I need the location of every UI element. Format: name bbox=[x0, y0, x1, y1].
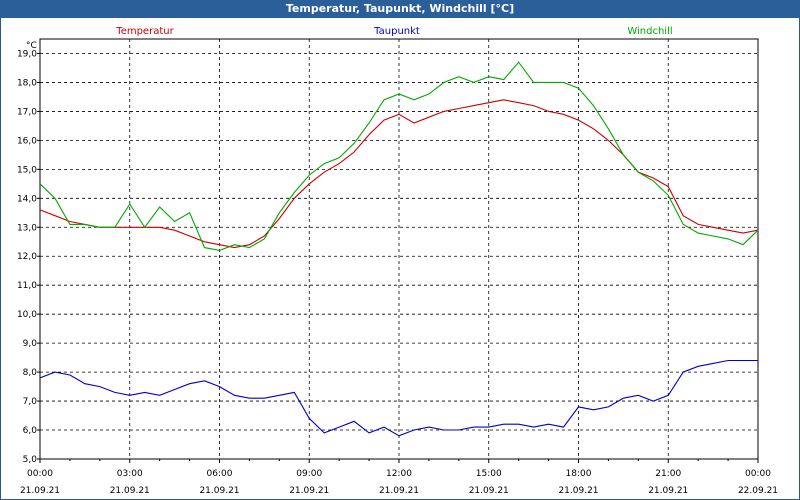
x-tick-time-label: 00:00 bbox=[27, 469, 53, 479]
x-tick-date-label: 21.09.21 bbox=[110, 486, 150, 496]
legend-taupunkt: Taupunkt bbox=[373, 26, 420, 37]
x-tick-date-label: 21.09.21 bbox=[648, 486, 688, 496]
x-tick-date-label: 21.09.21 bbox=[558, 486, 598, 496]
x-tick-time-label: 18:00 bbox=[566, 469, 592, 479]
x-tick-time-label: 12:00 bbox=[386, 469, 412, 479]
x-tick-date-label: 21.09.21 bbox=[379, 486, 419, 496]
x-tick-time-label: 00:00 bbox=[745, 469, 771, 479]
x-tick-time-label: 21:00 bbox=[655, 469, 681, 479]
x-tick-date-label: 21.09.21 bbox=[199, 486, 239, 496]
y-tick-label: 16,0 bbox=[17, 136, 37, 146]
x-tick-date-label: 21.09.21 bbox=[469, 486, 509, 496]
x-tick-date-label: 22.09.21 bbox=[738, 486, 778, 496]
x-tick-time-label: 06:00 bbox=[207, 469, 233, 479]
legend-windchill: Windchill bbox=[627, 26, 672, 37]
x-tick-time-label: 15:00 bbox=[476, 469, 502, 479]
y-tick-label: 11,0 bbox=[17, 281, 37, 291]
y-tick-label: 14,0 bbox=[17, 194, 37, 204]
y-tick-label: 18,0 bbox=[17, 78, 37, 88]
y-tick-label: 17,0 bbox=[17, 107, 37, 117]
series-line-windchill bbox=[39, 61, 759, 251]
series-line-taupunkt bbox=[39, 359, 758, 437]
y-tick-label: 7,0 bbox=[23, 397, 38, 407]
y-axis-unit-label: °C bbox=[26, 41, 37, 51]
y-tick-label: 19,0 bbox=[17, 49, 37, 59]
y-tick-label: 9,0 bbox=[23, 339, 38, 349]
y-tick-label: 13,0 bbox=[17, 223, 37, 233]
x-tick-date-label: 21.09.21 bbox=[289, 486, 329, 496]
x-tick-date-label: 21.09.21 bbox=[20, 486, 60, 496]
y-tick-label: 15,0 bbox=[17, 165, 37, 175]
chart-title: Temperatur, Taupunkt, Windchill [°C] bbox=[0, 0, 800, 18]
x-tick-time-label: 09:00 bbox=[296, 469, 322, 479]
y-tick-label: 10,0 bbox=[17, 310, 37, 320]
y-tick-label: 8,0 bbox=[23, 368, 38, 378]
y-tick-label: 12,0 bbox=[17, 252, 37, 262]
y-tick-label: 6,0 bbox=[23, 426, 38, 436]
legend-temperatur: Temperatur bbox=[115, 26, 174, 37]
x-tick-time-label: 03:00 bbox=[117, 469, 143, 479]
y-tick-label: 5,0 bbox=[23, 455, 38, 465]
